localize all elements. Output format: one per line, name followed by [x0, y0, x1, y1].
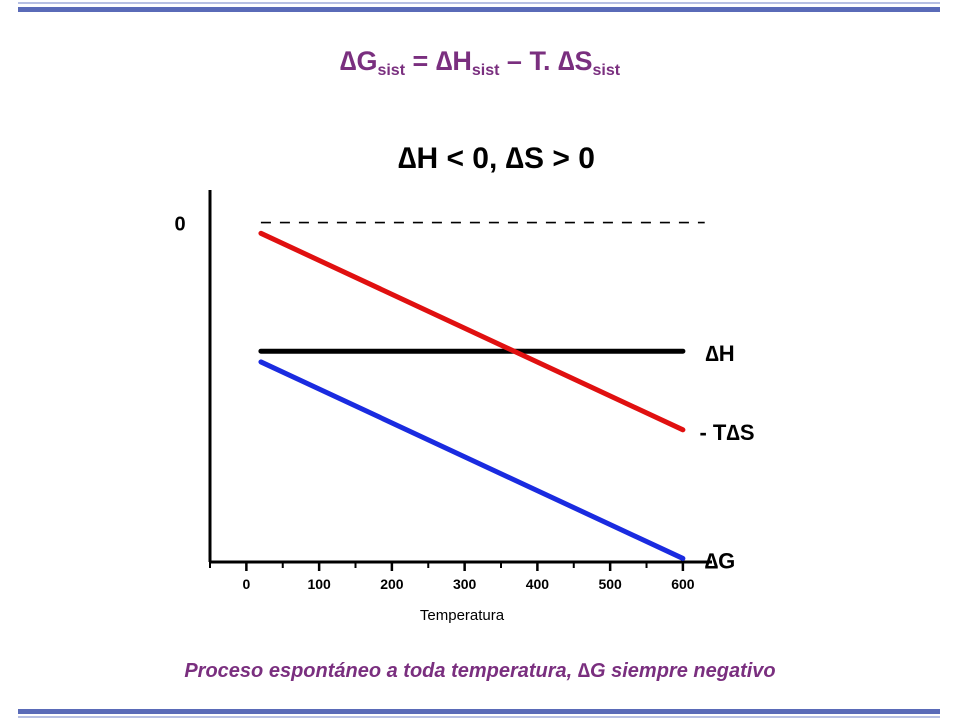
x-tick-label-1: 100 — [307, 576, 331, 592]
gibbs-equation: ∆Gsist = ∆Hsist – T. ∆Ssist — [339, 46, 621, 79]
series-line-2 — [258, 359, 686, 561]
y-tick-label: 0 — [174, 214, 185, 236]
x-tick-label-3: 300 — [453, 576, 477, 592]
caption: Proceso espontáneo a toda temperatura, ∆… — [184, 660, 776, 682]
x-axis-ticks: 0 100 200 300 400 500 600 — [209, 562, 695, 592]
series-label-0: ∆H — [705, 341, 734, 366]
bottom-accent-line-thin — [18, 716, 940, 718]
chart-axes — [208, 190, 712, 564]
x-axis-label: Temperatura — [420, 607, 505, 624]
series-line-1 — [258, 230, 686, 433]
x-tick-label-0: 0 — [242, 576, 250, 592]
condition-heading: ∆H < 0, ∆S > 0 — [398, 142, 595, 175]
top-accent-bar — [18, 7, 940, 12]
series-label-1: - T∆S — [699, 420, 754, 445]
series-label-2: ∆G — [705, 548, 736, 573]
chart-series: ∆H - T∆S ∆G — [258, 230, 755, 573]
x-tick-label-4: 400 — [526, 576, 550, 592]
x-tick-label-6: 600 — [671, 576, 695, 592]
top-accent-line-thin — [18, 2, 940, 4]
zero-reference: 0 — [174, 214, 705, 236]
x-tick-label-5: 500 — [598, 576, 622, 592]
bottom-accent-bar — [18, 709, 940, 714]
x-tick-label-2: 200 — [380, 576, 404, 592]
